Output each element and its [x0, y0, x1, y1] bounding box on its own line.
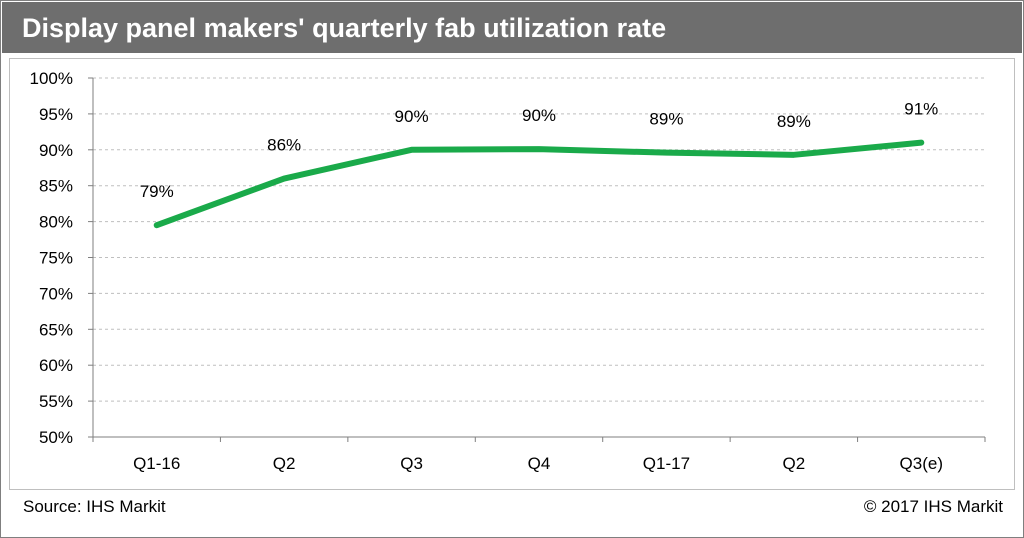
data-point — [793, 154, 795, 156]
data-label: 86% — [267, 136, 301, 155]
y-tick-label: 85% — [39, 177, 73, 196]
copyright-note: © 2017 IHS Markit — [863, 497, 1003, 516]
y-tick-label: 50% — [39, 428, 73, 447]
x-tick-label: Q4 — [528, 454, 551, 473]
x-tick-label: Q1-16 — [133, 454, 180, 473]
source-note: Source: IHS Markit — [23, 497, 166, 516]
x-tick-label: Q3(e) — [900, 454, 943, 473]
data-label: 91% — [904, 100, 938, 119]
data-point — [538, 148, 540, 150]
chart-title: Display panel makers' quarterly fab util… — [22, 13, 667, 43]
x-tick-label: Q1-17 — [643, 454, 690, 473]
data-point — [283, 178, 285, 180]
data-label: 90% — [395, 107, 429, 126]
x-tick-label: Q2 — [273, 454, 296, 473]
data-label: 90% — [522, 106, 556, 125]
plot-area-border — [9, 58, 1015, 490]
data-point — [411, 149, 413, 151]
data-point — [665, 152, 667, 154]
y-tick-label: 70% — [39, 284, 73, 303]
y-tick-label: 65% — [39, 320, 73, 339]
x-tick-label: Q3 — [400, 454, 423, 473]
data-point — [156, 224, 158, 226]
data-label: 79% — [140, 182, 174, 201]
y-tick-label: 55% — [39, 392, 73, 411]
data-point — [920, 142, 922, 144]
y-tick-label: 100% — [30, 69, 73, 88]
y-tick-label: 80% — [39, 213, 73, 232]
y-tick-label: 60% — [39, 356, 73, 375]
title-bar: Display panel makers' quarterly fab util… — [2, 2, 1022, 53]
y-tick-label: 75% — [39, 249, 73, 268]
x-tick-label: Q2 — [783, 454, 806, 473]
series-line — [153, 139, 925, 229]
y-tick-label: 95% — [39, 105, 73, 124]
data-label: 89% — [777, 112, 811, 131]
y-tick-label: 90% — [39, 141, 73, 160]
data-label: 89% — [649, 110, 683, 129]
